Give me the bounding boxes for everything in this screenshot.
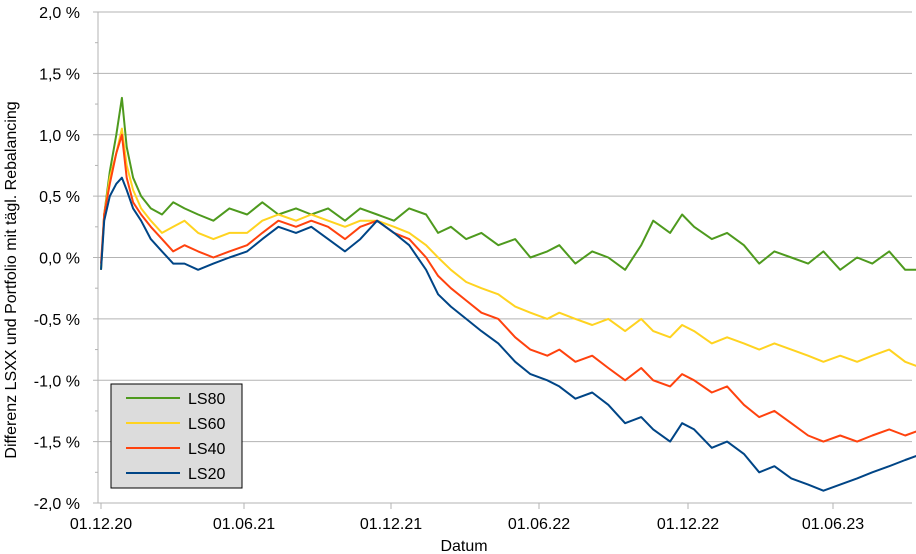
- x-axis-title: Datum: [440, 538, 487, 554]
- y-tick-label: 1,5 %: [39, 66, 80, 83]
- x-tick-label: 01.06.21: [213, 516, 275, 533]
- y-tick-label: -0,5 %: [34, 312, 80, 329]
- y-tick-label: -2,0 %: [34, 496, 80, 513]
- y-tick-label: 0,5 %: [39, 189, 80, 206]
- axes: [93, 11, 834, 509]
- legend-box: [110, 383, 243, 489]
- y-tick-label: 1,0 %: [39, 128, 80, 145]
- legend-label-ls20: LS20: [188, 466, 225, 483]
- legend-label-ls80: LS80: [188, 391, 225, 408]
- y-tick-label: -1,5 %: [34, 435, 80, 452]
- legend-label-ls40: LS40: [188, 441, 225, 458]
- x-tick-labels: 01.12.20 01.06.21 01.12.21 01.06.22 01.12.22…: [70, 516, 864, 533]
- legend-label-ls60: LS60: [188, 416, 225, 433]
- x-tick-label: 01.06.22: [508, 516, 570, 533]
- y-tick-label: 0,0 %: [39, 251, 80, 268]
- y-tick-label: 2,0 %: [39, 5, 80, 22]
- x-tick-label: 01.12.21: [360, 516, 422, 533]
- y-axis-title: Differenz LSXX und Portfolio mit tägl. R…: [3, 101, 20, 458]
- series-line-ls60: [100, 127, 916, 367]
- grid-lines: [98, 11, 912, 504]
- x-tick-label: 01.06.23: [802, 516, 864, 533]
- x-tick-label: 01.12.20: [70, 516, 132, 533]
- y-tick-labels: 2,0 % 1,5 % 1,0 % 0,5 % 0,0 % -0,5 % -1,0 % -1,…: [34, 5, 80, 513]
- series-lines: [100, 96, 916, 492]
- series-line-ls80: [100, 96, 916, 271]
- y-tick-label: -1,0 %: [34, 373, 80, 390]
- x-tick-label: 01.12.22: [657, 516, 719, 533]
- series-line-ls20: [100, 176, 916, 492]
- series-line-ls40: [100, 133, 916, 443]
- legend: LS80 LS60 LS40 LS20: [110, 383, 243, 489]
